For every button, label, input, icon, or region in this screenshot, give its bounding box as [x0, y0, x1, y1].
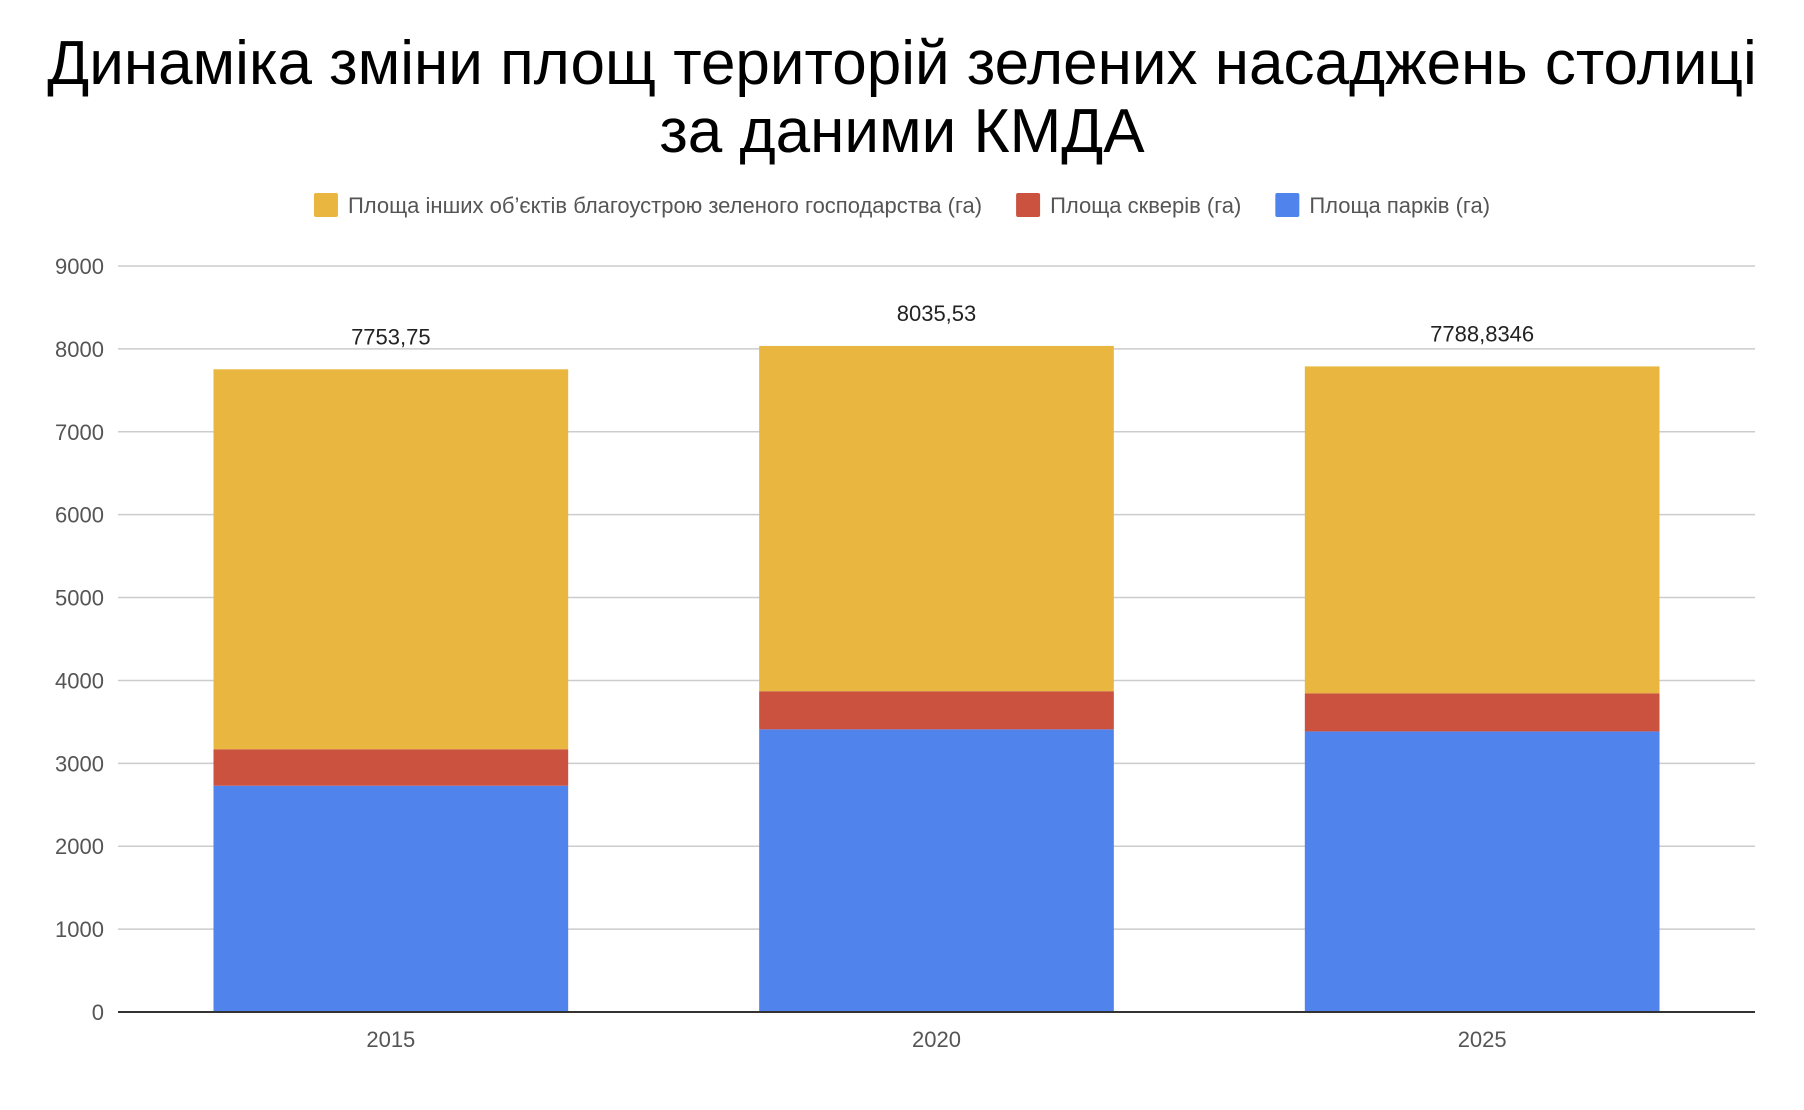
y-tick-label: 2000: [55, 834, 104, 859]
y-tick-label: 1000: [55, 917, 104, 942]
x-tick-label: 2020: [912, 1027, 961, 1052]
chart-title-line-1: Динаміка зміни площ територій зелених на…: [47, 29, 1757, 98]
bars: [213, 345, 1660, 1012]
legend-label: Площа парків (га): [1309, 193, 1490, 218]
bar-segment-2025-series-2: [1304, 366, 1660, 694]
legend-label: Площа інших об’єктів благоустрою зеленог…: [348, 193, 982, 218]
x-tick-label: 2015: [366, 1027, 415, 1052]
y-axis: 0 1000 2000 3000 4000 5000 6000 7000 8000 9000: [55, 254, 104, 1025]
y-tick-label: 5000: [55, 586, 104, 611]
bar-totals: 7753,75 8035,53 7788,8346: [351, 301, 1534, 349]
y-tick-label: 9000: [55, 254, 104, 279]
y-tick-label: 8000: [55, 337, 104, 362]
bar-segment-2025-series-0: [1304, 731, 1660, 1012]
legend-swatch: [1275, 193, 1300, 217]
bar-total-label: 7788,8346: [1430, 321, 1534, 346]
legend-swatch: [1016, 193, 1041, 217]
x-tick-label: 2025: [1458, 1027, 1507, 1052]
legend-label: Площа скверів (га): [1050, 193, 1241, 218]
chart-title-line-2: за даними КМДА: [659, 97, 1145, 166]
y-tick-label: 4000: [55, 668, 104, 693]
bar-segment-2015-series-2: [213, 369, 569, 750]
chart-legend: Площа інших об’єктів благоустрою зеленог…: [313, 193, 1490, 218]
bar-total-label: 8035,53: [897, 301, 977, 326]
x-axis: 2015 2020 2025: [118, 1011, 1755, 1052]
legend-swatch: [313, 193, 338, 217]
bar-total-label: 7753,75: [351, 324, 431, 349]
chart-title: Динаміка зміни площ територій зелених на…: [0, 30, 1804, 166]
bar-segment-2015-series-0: [213, 785, 569, 1012]
legend-item: Площа скверів (га): [1016, 193, 1241, 218]
y-tick-label: 7000: [55, 420, 104, 445]
bar-segment-2015-series-1: [213, 749, 569, 786]
y-tick-label: 6000: [55, 503, 104, 528]
legend-item: Площа парків (га): [1275, 193, 1490, 218]
y-tick-label: 3000: [55, 751, 104, 776]
bar-segment-2020-series-2: [759, 345, 1114, 692]
bar-segment-2025-series-1: [1304, 693, 1660, 732]
legend-item: Площа інших об’єктів благоустрою зеленог…: [313, 193, 982, 218]
bar-segment-2020-series-0: [759, 729, 1114, 1012]
bar-segment-2020-series-1: [759, 691, 1114, 730]
y-tick-label: 0: [92, 1000, 104, 1025]
